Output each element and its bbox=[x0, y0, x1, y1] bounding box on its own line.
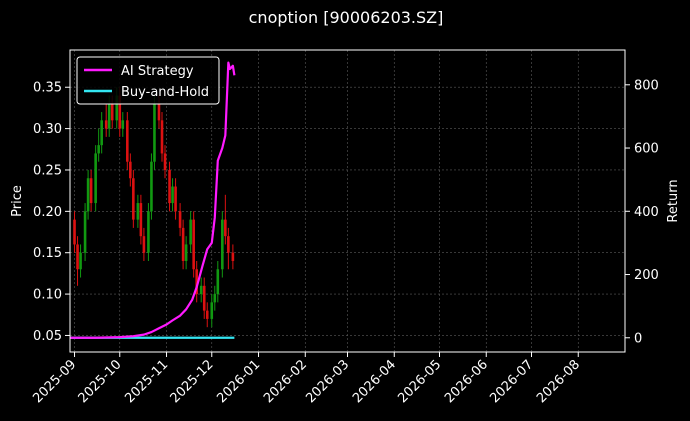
candle-body bbox=[195, 269, 198, 295]
legend-label-ai-strategy: AI Strategy bbox=[121, 64, 194, 79]
x-tick-label: 2026-02 bbox=[261, 357, 310, 406]
candle-body bbox=[174, 186, 177, 212]
candle-body bbox=[129, 161, 132, 179]
candle-body bbox=[199, 285, 203, 295]
candle-body bbox=[227, 236, 230, 253]
candle-body bbox=[118, 95, 122, 129]
candle-body bbox=[142, 236, 146, 253]
candle-body bbox=[205, 310, 209, 319]
candle-body bbox=[202, 285, 206, 311]
y-tick-label-right: 0 bbox=[634, 331, 642, 346]
legend-box bbox=[76, 56, 220, 105]
candle-body bbox=[139, 203, 143, 237]
candle-body bbox=[132, 178, 135, 220]
candle-body bbox=[181, 227, 185, 261]
x-tick-label: 2025-12 bbox=[168, 357, 217, 406]
x-tick-label: 2026-01 bbox=[214, 357, 263, 406]
x-axis: 2025-092025-102025-112025-122026-012026-… bbox=[30, 352, 583, 406]
candle-body bbox=[157, 103, 161, 121]
y-tick-label-left: 0.10 bbox=[33, 288, 62, 303]
x-tick-label: 2026-07 bbox=[487, 357, 536, 406]
x-tick-label: 2025-11 bbox=[122, 357, 171, 406]
candle-body bbox=[121, 120, 125, 129]
series-lines bbox=[70, 61, 236, 339]
candle-body bbox=[104, 120, 108, 129]
y-tick-label-left: 0.20 bbox=[33, 205, 62, 220]
candle-body bbox=[184, 244, 188, 261]
candle-body bbox=[89, 178, 93, 204]
candle-body bbox=[115, 95, 119, 121]
x-tick-label: 2026-06 bbox=[442, 357, 491, 406]
chart-title: cnoption [90006203.SZ] bbox=[249, 8, 444, 27]
x-tick-label: 2026-04 bbox=[350, 357, 399, 406]
candle-body bbox=[83, 211, 87, 253]
candle-body bbox=[150, 161, 153, 212]
y-axis-label-right: Return bbox=[666, 179, 681, 222]
y-tick-label-left: 0.05 bbox=[33, 329, 62, 344]
y-tick-label-right: 200 bbox=[634, 268, 659, 283]
series-line-ai-strategy bbox=[70, 61, 236, 339]
y-tick-label-right: 800 bbox=[634, 78, 659, 93]
candle-body bbox=[73, 219, 76, 245]
x-tick-label: 2026-05 bbox=[395, 357, 444, 406]
y-tick-label-left: 0.35 bbox=[33, 81, 62, 96]
candle-body bbox=[221, 219, 224, 270]
candle-body bbox=[160, 120, 164, 154]
candle-body bbox=[79, 252, 82, 270]
candle-body bbox=[163, 153, 167, 170]
candle-body bbox=[171, 186, 174, 204]
x-tick-label: 2026-08 bbox=[534, 357, 583, 406]
x-tick-label: 2025-09 bbox=[30, 357, 79, 406]
candle-body bbox=[100, 120, 103, 146]
candle-body bbox=[110, 103, 114, 121]
candle-body bbox=[147, 211, 150, 253]
y-tick-label-right: 400 bbox=[634, 205, 659, 220]
y-tick-label-left: 0.15 bbox=[33, 246, 62, 261]
legend-label-buy-and-hold: Buy-and-Hold bbox=[121, 85, 209, 100]
candle-body bbox=[210, 302, 214, 319]
candle-body bbox=[168, 169, 171, 204]
candle-body bbox=[136, 203, 140, 220]
candle-body bbox=[213, 294, 217, 303]
candle-body bbox=[231, 252, 235, 261]
y-tick-label-left: 0.30 bbox=[33, 122, 62, 137]
candle-body bbox=[178, 211, 182, 228]
x-tick-label: 2025-10 bbox=[76, 357, 125, 406]
candle-body bbox=[94, 153, 97, 204]
candle-body bbox=[97, 145, 100, 154]
candle-body bbox=[126, 120, 129, 162]
left-y-axis: 0.05 0.10 0.15 0.20 0.25 0.30 0.35 bbox=[33, 81, 70, 344]
candle-body bbox=[76, 244, 79, 270]
candle-body bbox=[192, 219, 195, 270]
candle-body bbox=[86, 178, 90, 212]
candle-body bbox=[224, 219, 227, 237]
y-axis-label-left: Price bbox=[10, 185, 25, 217]
candle-body bbox=[216, 269, 220, 295]
candle-body bbox=[107, 103, 111, 129]
x-tick-label: 2026-03 bbox=[303, 357, 352, 406]
y-tick-label-right: 600 bbox=[634, 142, 659, 157]
candle-body bbox=[153, 103, 156, 162]
y-tick-label-left: 0.25 bbox=[33, 163, 62, 178]
right-y-axis: 0 200 400 600 800 bbox=[625, 78, 659, 346]
candlesticks bbox=[73, 87, 235, 328]
legend: AI Strategy Buy-and-Hold bbox=[76, 56, 220, 105]
candle-body bbox=[189, 219, 192, 245]
